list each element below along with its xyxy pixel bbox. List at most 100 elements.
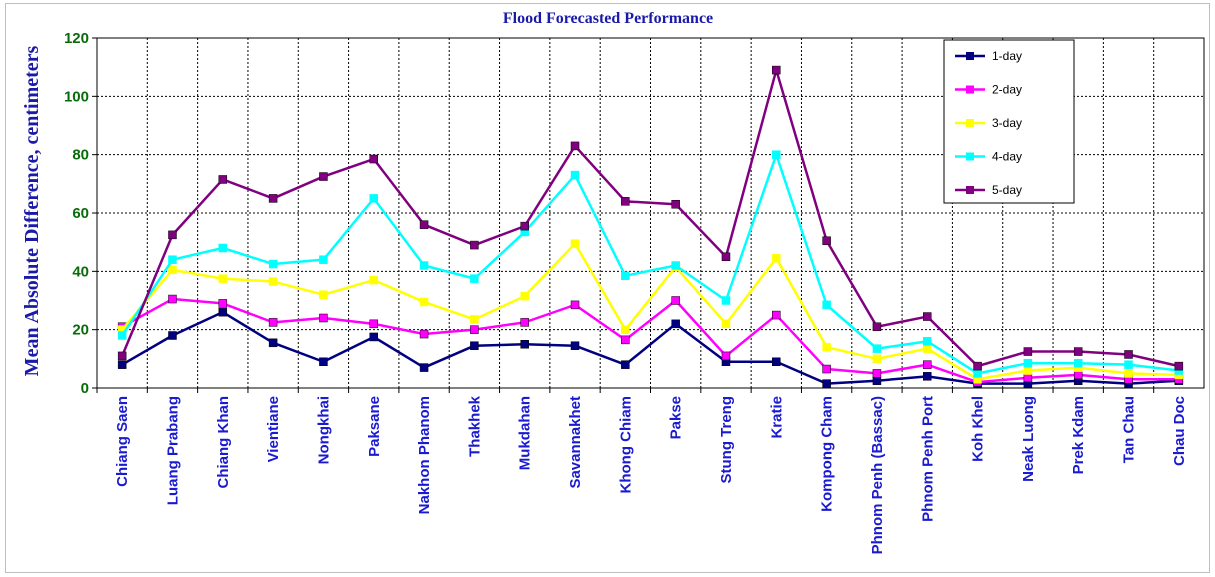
x-tick-label: Nongkhai [315,396,332,464]
data-point [1073,347,1083,356]
data-point [218,307,228,317]
data-point [973,369,982,378]
data-point [772,150,781,159]
data-point [621,325,630,334]
data-point [117,360,127,369]
series-4-day [117,150,1184,378]
data-point [1124,350,1133,359]
data-point [520,340,529,349]
data-point [772,65,781,75]
data-point [319,255,328,264]
y-tick-label: 0 [81,380,89,397]
legend-label: 4-day [992,150,1022,164]
series-line [121,310,1179,385]
data-point [1073,370,1083,380]
x-tick-label: Mukdahan [517,396,534,470]
data-point [1023,358,1033,368]
data-point [822,379,831,388]
x-tick-label: Paksane [366,396,383,457]
data-point [570,341,580,350]
data-point [822,300,831,310]
data-point [872,344,882,353]
y-tick-label: 80 [72,147,89,164]
data-point [369,194,378,203]
data-point [168,255,177,264]
data-point [570,141,580,151]
x-tick-label: Kompong Cham [819,396,836,512]
data-point [520,318,529,327]
series-line [121,153,1179,375]
data-point [973,361,982,371]
legend-marker [966,152,974,161]
y-axis-label: Mean Absolute Difference, centimeters [21,45,43,376]
x-tick-label: Prek Kdam [1070,396,1087,474]
legend-marker [966,85,974,94]
data-point [1023,347,1033,356]
legend-entry-4-day: 4-day [955,150,1022,164]
chart-frame [5,3,1210,573]
x-tick-label: Phnom Penh Port [919,396,936,522]
data-point [117,331,127,340]
data-point [721,296,731,305]
data-point [520,221,529,231]
series-lines [117,65,1184,388]
data-point [268,194,278,203]
data-point [520,291,529,301]
data-point [822,364,831,374]
legend-label: 2-day [992,83,1022,97]
data-point [570,170,580,180]
data-point [721,319,731,329]
x-tick-label: Kratie [768,396,785,439]
data-point [923,337,932,346]
data-point [419,261,429,270]
y-axis-ticks: 0 20 40 60 80 100 120 [64,30,89,397]
y-tick-label: 120 [64,30,89,47]
data-point [168,265,177,275]
data-point [570,239,580,248]
legend: 1-day 2-day 3-day 4-day 5-day [943,39,1075,204]
data-point [772,253,781,263]
data-point [621,197,630,206]
y-tick-label: 40 [72,263,89,280]
data-point [671,319,680,329]
data-point [872,354,882,364]
data-point [168,230,177,240]
chart-title: Flood Forecasted Performance [503,10,713,27]
data-point [923,312,932,321]
data-point [1124,369,1133,378]
data-point [319,172,328,181]
data-point [621,271,630,280]
data-point [923,344,932,353]
data-point [168,294,177,304]
data-point [470,274,479,283]
data-point [268,259,278,269]
legend-label: 1-day [992,49,1022,63]
legend-entry-2-day: 2-day [955,83,1022,97]
x-tick-label: Chiang Khan [215,396,232,489]
data-point [369,275,378,285]
data-point [369,319,378,329]
legend-marker [966,119,974,127]
data-point [419,329,429,339]
x-tick-label: Chau Doc [1171,396,1188,466]
data-point [268,318,278,327]
x-tick-label: Phnom Penh (Bassac) [869,396,886,554]
data-point [671,200,680,209]
data-point [419,363,429,372]
data-point [168,331,177,340]
data-point [1073,358,1083,368]
data-point [872,369,882,378]
legend-entry-1-day: 1-day [955,49,1022,63]
data-point [218,243,228,253]
x-tick-label: Tan Chau [1121,396,1138,463]
series-3-day [117,239,1184,384]
legend-label: 3-day [992,116,1022,130]
data-point [319,290,328,299]
x-tick-label: Luang Prabang [164,396,181,505]
x-axis-ticks: Chiang Saen Luang Prabang Chiang Khan Vient… [96,388,1188,554]
data-point [470,341,479,350]
legend-box [943,39,1075,204]
legend-marker [966,52,974,60]
legend-label: 5-day [992,183,1022,197]
data-point [923,372,932,381]
